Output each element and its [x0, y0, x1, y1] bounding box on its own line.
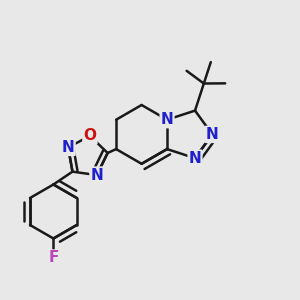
Text: F: F [48, 250, 59, 266]
Text: N: N [206, 127, 219, 142]
Text: N: N [189, 151, 201, 166]
Text: N: N [62, 140, 75, 155]
Text: N: N [90, 168, 103, 183]
Text: O: O [83, 128, 96, 143]
Text: N: N [161, 112, 173, 127]
